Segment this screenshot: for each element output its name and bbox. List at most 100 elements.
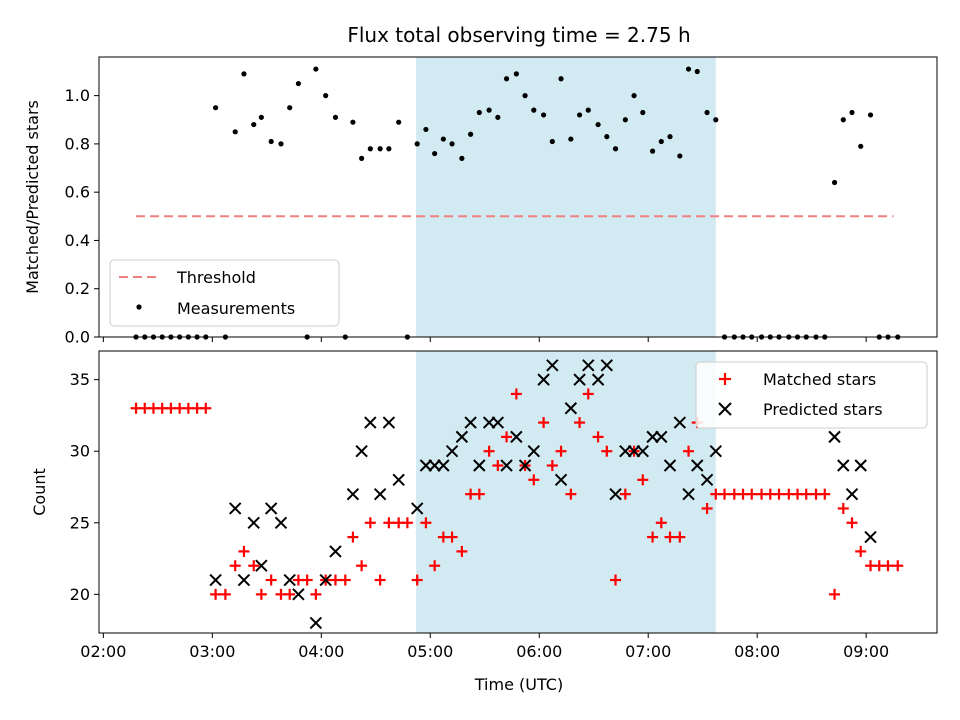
measurement-point bbox=[440, 136, 446, 142]
y-tick-label: 1.0 bbox=[65, 86, 90, 105]
y-tick-label: 30 bbox=[70, 442, 90, 461]
matched-star-point bbox=[456, 545, 468, 557]
measurement-point bbox=[677, 153, 683, 159]
measurement-point bbox=[486, 107, 492, 113]
measurement-point bbox=[612, 146, 619, 152]
measurement-point bbox=[549, 138, 555, 145]
x-axis-label: Time (UTC) bbox=[474, 675, 563, 694]
predicted-star-point bbox=[437, 459, 450, 472]
matched-star-point bbox=[301, 574, 313, 586]
matched-star-point bbox=[411, 574, 423, 586]
measurement-point bbox=[531, 107, 537, 113]
matched-star-point bbox=[364, 517, 376, 529]
matched-star-point bbox=[819, 488, 831, 500]
matched-star-point bbox=[746, 488, 758, 500]
measurement-point bbox=[287, 105, 293, 111]
matched-star-point bbox=[647, 531, 659, 543]
matched-star-point bbox=[473, 488, 485, 500]
predicted-star-point bbox=[700, 473, 714, 487]
x-tick-label: 05:00 bbox=[407, 642, 453, 661]
y-tick-label: 0.0 bbox=[65, 328, 90, 347]
x-tick-label: 06:00 bbox=[516, 642, 562, 661]
measurement-point bbox=[386, 146, 392, 152]
legend-threshold-label: Threshold bbox=[176, 268, 256, 287]
x-tick-label: 08:00 bbox=[734, 642, 780, 661]
predicted-star-point bbox=[655, 430, 668, 444]
measurement-point bbox=[658, 138, 664, 145]
matched-star-point bbox=[674, 531, 686, 543]
measurement-point bbox=[849, 109, 855, 116]
predicted-star-point bbox=[455, 430, 469, 444]
predicted-star-point bbox=[229, 502, 242, 515]
measurement-point bbox=[631, 93, 637, 99]
matched-star-point bbox=[219, 588, 231, 600]
matched-star-point bbox=[538, 417, 550, 429]
matched-star-point bbox=[855, 545, 867, 557]
measurement-point bbox=[423, 126, 429, 133]
matched-star-point bbox=[592, 431, 604, 443]
panel-count-y-ticks: 20 25 30 35 bbox=[70, 370, 99, 604]
measurement-point bbox=[694, 68, 700, 75]
predicted-star-point bbox=[382, 416, 396, 429]
predicted-star-point bbox=[527, 444, 541, 458]
measurement-point bbox=[503, 76, 510, 82]
predicted-star-point bbox=[600, 359, 614, 372]
measurement-point bbox=[323, 93, 329, 99]
measurement-point bbox=[350, 119, 356, 125]
measurement-point bbox=[467, 131, 474, 137]
predicted-star-point bbox=[445, 444, 459, 458]
matched-star-point bbox=[800, 488, 812, 500]
panel-ratio-frame bbox=[98, 56, 938, 338]
predicted-star-point bbox=[636, 444, 649, 458]
predicted-star-point bbox=[355, 444, 368, 458]
predicted-star-point bbox=[329, 545, 342, 558]
measurement-point bbox=[295, 80, 302, 87]
matched-star-point bbox=[655, 517, 667, 529]
predicted-star-point bbox=[845, 487, 859, 501]
measurement-point bbox=[495, 114, 501, 120]
y-tick-label: 0.4 bbox=[65, 231, 90, 250]
matched-star-point bbox=[601, 445, 613, 457]
measurement-point bbox=[359, 155, 365, 161]
predicted-star-point bbox=[309, 616, 323, 630]
measurement-point bbox=[459, 155, 465, 161]
matched-star-point bbox=[248, 560, 260, 572]
predicted-star-point bbox=[591, 373, 605, 386]
measurement-point bbox=[840, 117, 846, 123]
predicted-star-point bbox=[500, 459, 513, 472]
measurement-point bbox=[432, 150, 438, 157]
measurement-point bbox=[258, 114, 264, 120]
predicted-star-point bbox=[346, 487, 360, 501]
measurement-point bbox=[313, 66, 319, 72]
predicted-star-point bbox=[283, 573, 296, 587]
matched-star-point bbox=[265, 574, 277, 586]
matched-star-point bbox=[773, 488, 785, 500]
measurement-point bbox=[713, 117, 719, 123]
matched-star-point bbox=[347, 531, 359, 543]
matched-star-point bbox=[882, 560, 894, 572]
matched-star-point bbox=[637, 474, 649, 486]
measurement-point bbox=[867, 112, 874, 118]
legend-matched-swatch bbox=[719, 373, 731, 385]
panel-count-legend: Matched stars Predicted stars bbox=[695, 361, 928, 429]
y-tick-label: 20 bbox=[70, 585, 90, 604]
matched-star-point bbox=[420, 517, 432, 529]
chart-title: Flux total observing time = 2.75 h bbox=[347, 23, 690, 47]
matched-star-point bbox=[329, 574, 341, 586]
measurement-point bbox=[704, 109, 710, 116]
predicted-star-point bbox=[373, 487, 387, 501]
measurement-point bbox=[396, 119, 402, 125]
matched-star-point bbox=[846, 517, 858, 529]
predicted-star-point bbox=[682, 487, 695, 501]
predicted-star-point bbox=[546, 359, 559, 372]
matched-star-point bbox=[619, 488, 631, 500]
panel-count-x-ticks: 02:00 03:00 04:00 05:00 06:00 07:00 08:00 09:00 bbox=[80, 633, 889, 661]
predicted-star-point bbox=[554, 473, 568, 487]
panel-ratio-y-label: Matched/Predicted stars bbox=[23, 100, 42, 294]
measurement-point bbox=[232, 129, 238, 135]
predicted-star-point bbox=[609, 487, 622, 501]
predicted-star-point bbox=[691, 459, 704, 472]
measurement-point bbox=[522, 93, 528, 99]
matched-stars-points bbox=[130, 388, 904, 600]
matched-star-point bbox=[555, 445, 567, 457]
